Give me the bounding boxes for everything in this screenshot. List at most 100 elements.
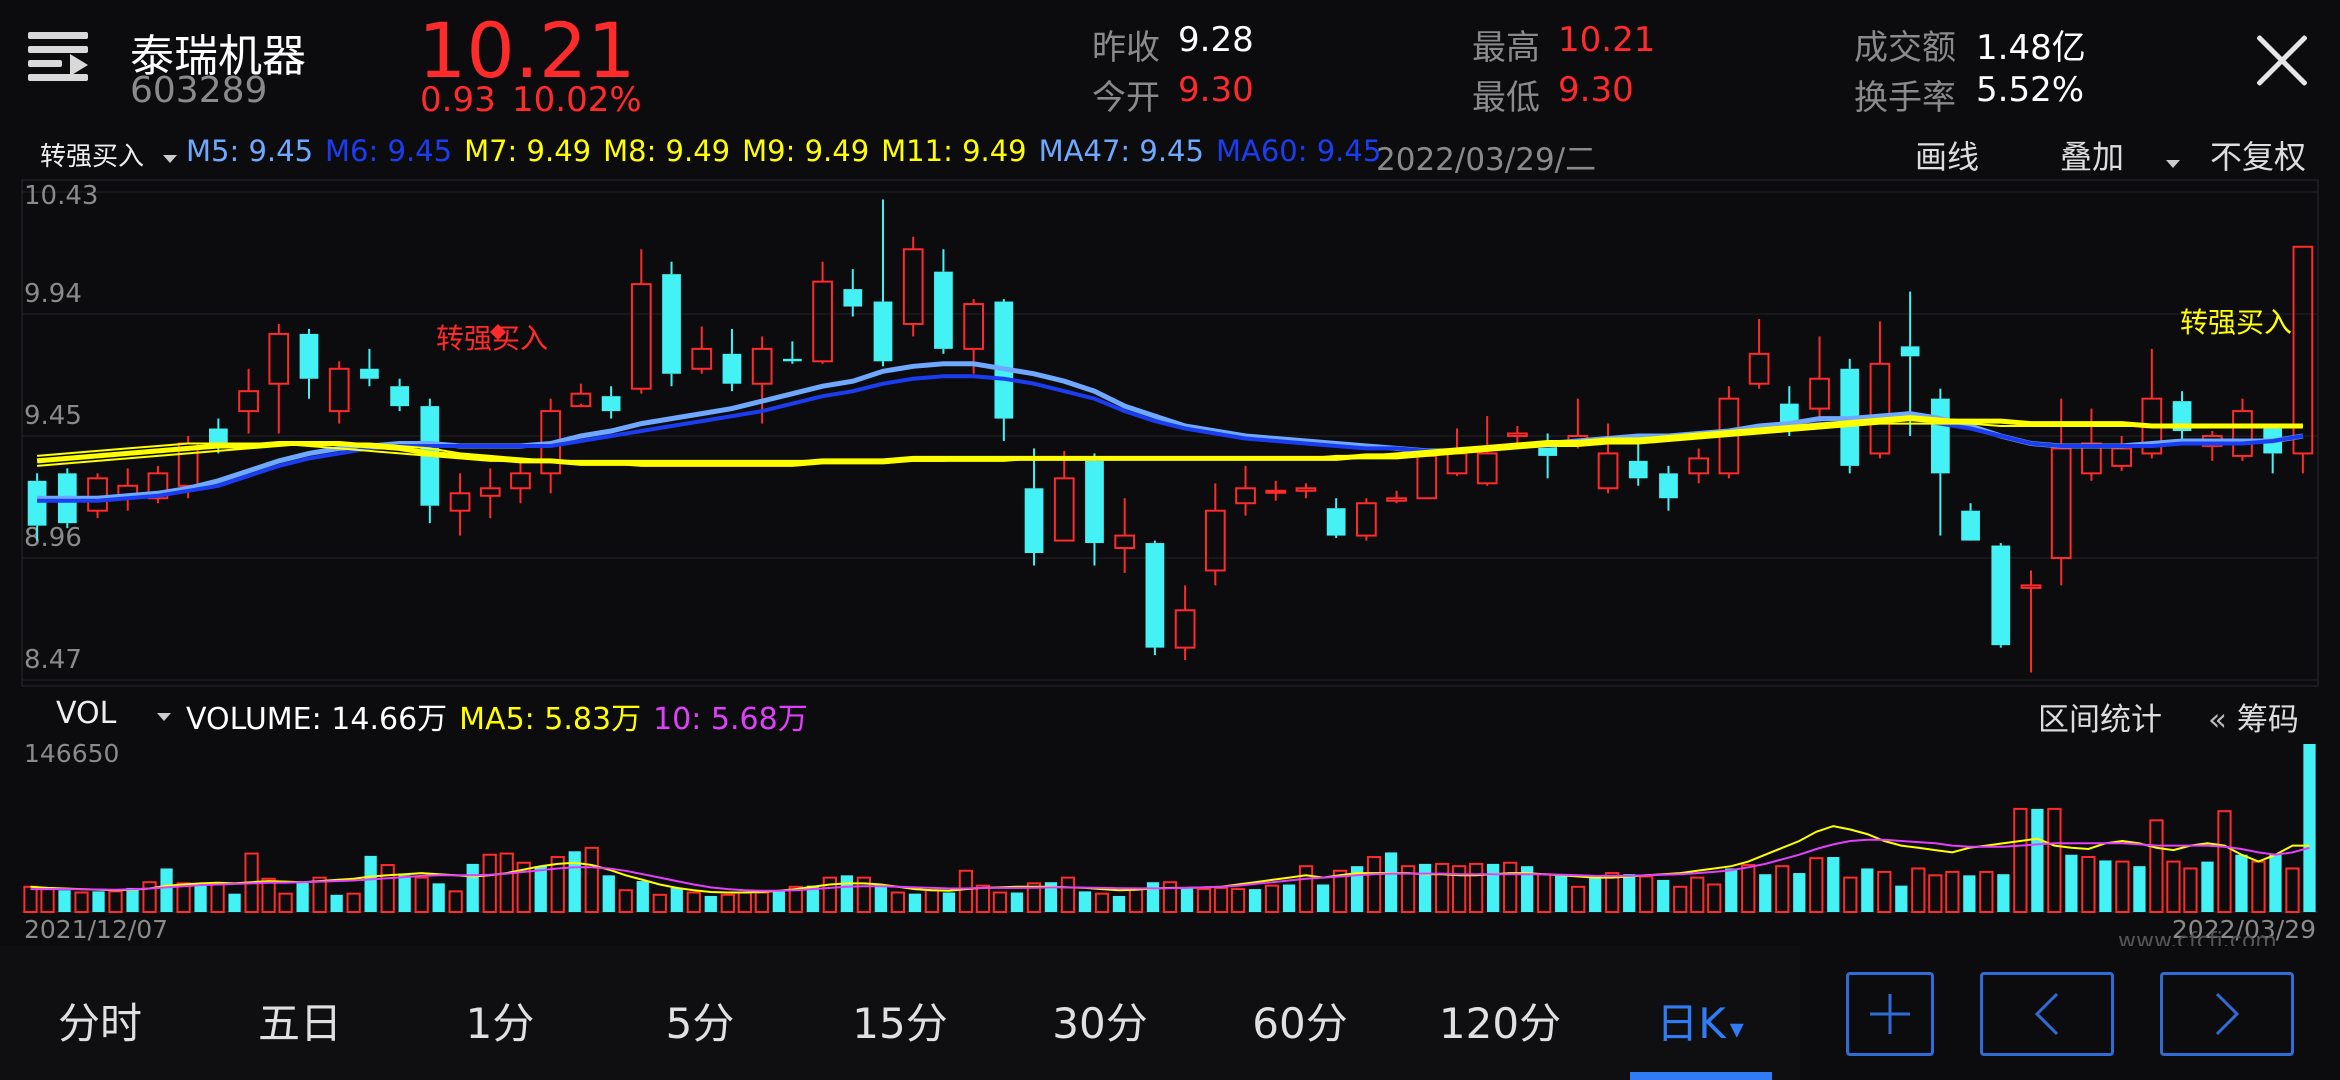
volume-bar xyxy=(432,883,445,912)
vol-selector[interactable]: VOL xyxy=(56,696,172,731)
candle xyxy=(1991,543,2011,648)
candle xyxy=(691,326,713,374)
volume-bar xyxy=(312,876,327,914)
overlay-button[interactable]: 叠加 xyxy=(2060,132,2181,178)
volume-bar xyxy=(2149,819,2164,913)
volume-bar xyxy=(1094,892,1110,913)
close-icon[interactable] xyxy=(2254,30,2310,87)
add-button[interactable] xyxy=(1846,972,1934,1056)
volume-bar xyxy=(448,890,463,913)
vol-legend-item: VOLUME: 14.66万 xyxy=(186,702,448,737)
candle xyxy=(1416,453,1438,500)
volume-bar xyxy=(1044,882,1058,912)
candle xyxy=(1326,498,1346,539)
candle xyxy=(812,261,833,364)
candle xyxy=(1931,388,1950,536)
tab-label: 1分 xyxy=(465,999,535,1048)
volume-bar xyxy=(942,892,956,912)
tab-1[interactable]: 五日 xyxy=(258,990,342,1051)
volume-bar xyxy=(1180,887,1194,912)
volume-bar xyxy=(2183,867,2198,913)
tab-4[interactable]: 15分 xyxy=(852,990,947,1051)
volume-bar xyxy=(975,884,991,913)
tab-2[interactable]: 1分 xyxy=(466,990,535,1051)
volume-bar xyxy=(1861,868,1874,912)
volume-bar xyxy=(670,887,683,912)
next-button[interactable] xyxy=(2160,972,2294,1056)
chevron-down-icon: ▾ xyxy=(1729,1012,1744,1045)
indicator-selector[interactable]: 转强买入 xyxy=(40,136,178,173)
volume-bar xyxy=(1690,876,1705,914)
current-date: 2022/03/29/二 xyxy=(1376,142,1597,178)
open-label: 今开 xyxy=(1092,78,1160,118)
candle xyxy=(994,299,1014,441)
volume-bar xyxy=(1741,864,1756,913)
volume-bar xyxy=(499,852,514,913)
volume-bar xyxy=(1555,874,1568,912)
candle xyxy=(1265,480,1287,501)
volume-bar xyxy=(754,891,769,913)
tab-0[interactable]: 分时 xyxy=(58,990,142,1051)
volume-bar xyxy=(1452,865,1467,913)
volume-bar xyxy=(398,875,411,912)
candle xyxy=(1085,453,1104,566)
ma-line xyxy=(37,374,2304,503)
candle xyxy=(479,468,501,519)
candle xyxy=(2111,436,2132,471)
double-chevron-left-icon: « xyxy=(2208,702,2227,738)
x-end-label: 2022/03/29 xyxy=(2172,915,2316,944)
tab-8[interactable]: 日K ▾ xyxy=(1656,990,1744,1051)
chips-button[interactable]: « 筹码 xyxy=(2208,694,2299,739)
candle xyxy=(1688,448,1710,484)
tab-6[interactable]: 60分 xyxy=(1252,990,1347,1051)
volume-bar xyxy=(1078,891,1092,912)
draw-line-button[interactable]: 画线 xyxy=(1915,138,1980,176)
volume-bar xyxy=(1316,884,1330,912)
y-tick-label: 8.47 xyxy=(24,645,82,675)
volume-bar xyxy=(466,863,479,912)
tab-label: 五日 xyxy=(257,999,343,1048)
tab-3[interactable]: 5分 xyxy=(666,990,735,1051)
prev-button[interactable] xyxy=(1980,972,2114,1056)
candle xyxy=(1024,448,1044,566)
tab-7[interactable]: 120分 xyxy=(1439,990,1561,1051)
ma-legend-item: M9: 9.49 xyxy=(742,134,870,168)
volume-bar xyxy=(2269,854,2282,912)
prev-close-value: 9.28 xyxy=(1178,20,1254,60)
candle xyxy=(1356,498,1377,541)
menu-icon[interactable] xyxy=(28,30,92,86)
candle xyxy=(1204,483,1226,586)
candle xyxy=(1597,423,1619,494)
candle xyxy=(27,473,47,541)
volume-bar xyxy=(364,855,377,912)
volume-bar xyxy=(1298,865,1314,913)
volume-bar xyxy=(1945,870,1960,914)
volume-bar xyxy=(806,885,819,912)
chevron-left-icon xyxy=(2034,992,2059,1036)
candle xyxy=(2020,570,2042,673)
candlestick-chart[interactable]: 10.43 9.94 9.45 8.96 8.47 转强买入 转强买入 xyxy=(0,176,2340,690)
candle xyxy=(902,236,924,337)
volume-bar xyxy=(1911,867,1926,913)
vol-selector-label: VOL xyxy=(56,696,117,731)
volume-bar xyxy=(840,875,853,912)
volume-bar xyxy=(414,876,429,914)
tab-5[interactable]: 30分 xyxy=(1052,990,1147,1051)
candle xyxy=(630,249,652,394)
candle xyxy=(147,465,169,504)
low-value: 9.30 xyxy=(1558,70,1634,110)
volume-bar xyxy=(618,889,633,913)
volume-bar xyxy=(924,889,940,913)
candle xyxy=(87,473,108,519)
tab-label: 30分 xyxy=(1052,999,1148,1048)
tab-label: 5分 xyxy=(665,999,735,1048)
candle xyxy=(449,473,471,536)
range-stats-button[interactable]: 区间统计 xyxy=(2038,702,2162,738)
volume-bar xyxy=(636,881,649,912)
volume-bar xyxy=(568,851,581,912)
candle xyxy=(1869,321,1891,459)
volume-bar xyxy=(58,890,71,912)
adjust-button[interactable]: 不复权 xyxy=(2210,138,2307,176)
volume-bar xyxy=(1418,863,1432,912)
